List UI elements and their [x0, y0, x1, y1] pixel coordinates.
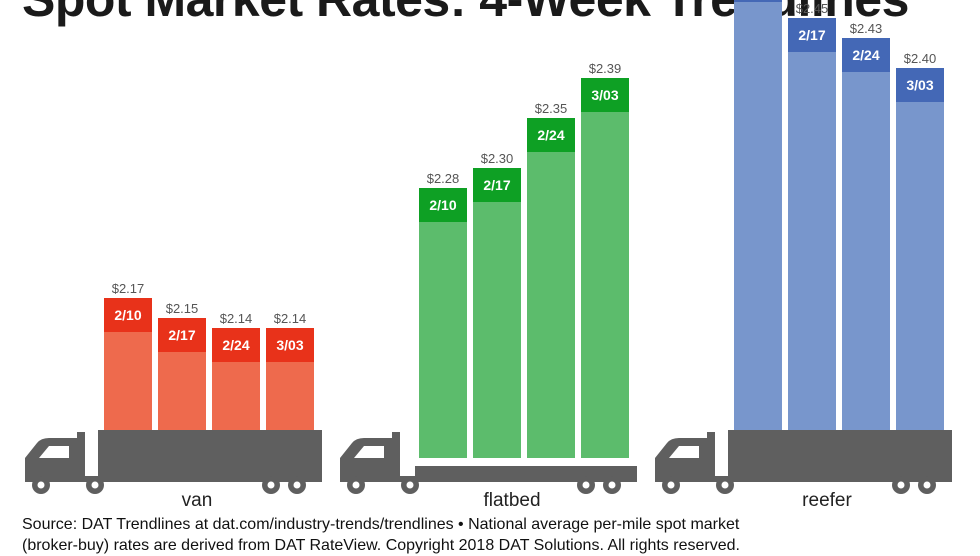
bar [419, 188, 467, 458]
wheel-hub [91, 481, 99, 489]
bar [788, 18, 836, 458]
bar-value-label: $2.35 [535, 101, 568, 116]
source-line-1: Source: DAT Trendlines at dat.com/indust… [22, 516, 740, 533]
bar-value-label: $2.15 [166, 301, 199, 316]
wheel-hub [37, 481, 45, 489]
wheel-hub [582, 481, 590, 489]
bar-date-label: 3/03 [276, 337, 303, 353]
wheel-hub [897, 481, 905, 489]
wheel-hub [352, 481, 360, 489]
category-label: reefer [802, 490, 852, 511]
category-label: flatbed [483, 490, 540, 511]
truck-icon-reefer [655, 430, 952, 494]
bar [896, 68, 944, 458]
bar [842, 38, 890, 458]
bar-date-label-bg [212, 328, 260, 362]
wheel-hub [608, 481, 616, 489]
bar-group-flatbed: 2/10 $2.28 2/17 $2.30 2/24 $2.35 3/03 $2.39 flat… [419, 61, 629, 511]
bar-group-reefer: 2/10$2.502/17$2.452/24$2.433/03$2.40reef… [734, 0, 944, 511]
source-note: Source: DAT Trendlines at dat.com/indust… [22, 514, 980, 556]
source-line-2: (broker-buy) rates are derived from DAT … [22, 537, 740, 554]
bar-date-label: 3/03 [906, 77, 933, 93]
wheel-hub [923, 481, 931, 489]
bar-date-label: 3/03 [591, 87, 618, 103]
bar [581, 78, 629, 458]
bar [734, 0, 782, 458]
bar-date-label-bg [473, 168, 521, 202]
truck-chassis [340, 476, 637, 482]
bar-date-label-bg [158, 318, 206, 352]
wheel-hub [293, 481, 301, 489]
truck-icon-flatbed [340, 432, 637, 494]
bar-date-label-bg [896, 68, 944, 102]
bar-date-label-bg [788, 18, 836, 52]
cab-window [669, 446, 699, 458]
bar-value-label: $2.39 [589, 61, 622, 76]
wheel-hub [267, 481, 275, 489]
trailer-deck [415, 466, 637, 478]
bar-date-label: 2/10 [114, 307, 141, 323]
truck-chassis [25, 476, 322, 482]
bar-value-label: $2.30 [481, 151, 514, 166]
bar-date-label: 2/17 [168, 327, 195, 343]
bar-value-label: $2.28 [427, 171, 460, 186]
bar [527, 118, 575, 458]
trailer-box [728, 430, 952, 478]
bar-value-label: $2.17 [112, 281, 145, 296]
category-label: van [182, 490, 213, 511]
bar-date-label-bg [266, 328, 314, 362]
bar-date-label: 2/17 [483, 177, 510, 193]
bar-date-label-bg [842, 38, 890, 72]
bar-date-label-bg [734, 0, 782, 2]
trailer-box [98, 430, 322, 478]
bar-value-label: $2.14 [274, 311, 307, 326]
bar-value-label: $2.40 [904, 51, 937, 66]
bar-value-label: $2.43 [850, 21, 883, 36]
bar-date-label-bg [581, 78, 629, 112]
bar-date-label: 2/24 [537, 127, 564, 143]
truck-icon-van [25, 430, 322, 494]
bar-date-label: 2/24 [222, 337, 249, 353]
wheel-hub [406, 481, 414, 489]
bar-value-label: $2.45 [796, 1, 829, 16]
bar-date-label: 2/17 [798, 27, 825, 43]
cab-window [354, 446, 384, 458]
bar-date-label-bg [104, 298, 152, 332]
wheel-hub [721, 481, 729, 489]
bar-date-label-bg [419, 188, 467, 222]
bar-date-label: 2/24 [852, 47, 879, 63]
truck-chassis [655, 476, 952, 482]
cab-window [39, 446, 69, 458]
bar-date-label-bg [527, 118, 575, 152]
wheel-hub [667, 481, 675, 489]
bar-value-label: $2.14 [220, 311, 253, 326]
bar-date-label: 2/10 [429, 197, 456, 213]
bar [473, 168, 521, 458]
